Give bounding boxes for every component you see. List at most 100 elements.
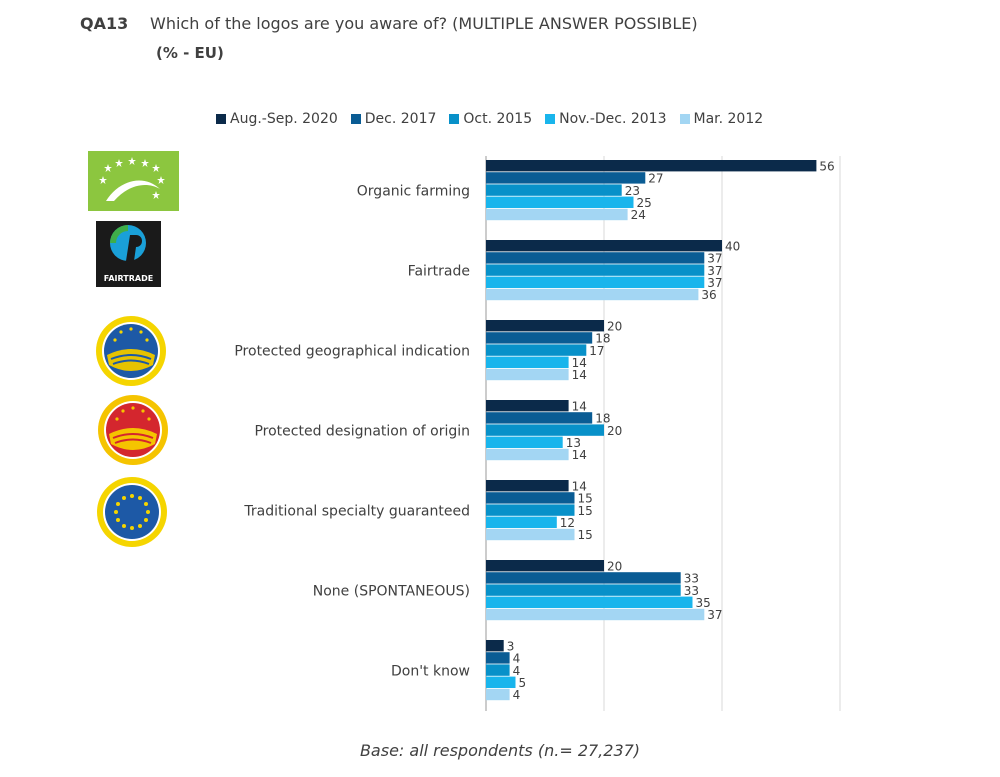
value-label: 5 — [519, 676, 527, 690]
legend-item: Oct. 2015 — [449, 111, 532, 127]
legend-swatch — [449, 114, 460, 124]
value-label: 14 — [572, 356, 587, 370]
value-label: 56 — [819, 159, 834, 173]
value-label: 13 — [566, 436, 581, 450]
bar — [486, 652, 510, 664]
bar — [486, 332, 593, 344]
value-label: 24 — [631, 208, 646, 222]
bar — [486, 424, 604, 436]
category-label: Don't know — [391, 664, 470, 680]
value-label: 14 — [572, 399, 587, 413]
chart-legend: Aug.-Sep. 2020 Dec. 2017 Oct. 2015 Nov.-Dec… — [216, 111, 776, 127]
bar — [486, 572, 681, 584]
bar — [486, 480, 569, 492]
value-label: 12 — [560, 516, 575, 530]
bar — [486, 640, 504, 652]
base-footnote: Base: all respondents (n.= 27,237) — [359, 741, 641, 760]
bar — [486, 240, 722, 252]
bar — [486, 584, 681, 596]
eu-organic-leaf-logo — [88, 151, 179, 215]
bar — [486, 400, 569, 412]
bar — [486, 276, 705, 288]
category-label: None (SPONTANEOUS) — [313, 584, 470, 600]
category-label: Organic farming — [357, 184, 470, 200]
bar — [486, 320, 604, 332]
bar — [486, 448, 569, 461]
bar — [486, 436, 563, 448]
question-text: Which of the logos are you aware of? (MU… — [150, 14, 698, 33]
value-label: 15 — [578, 492, 593, 506]
bar — [486, 412, 593, 424]
category-label: Protected geographical indication — [234, 344, 470, 360]
category-label: Traditional specialty guaranteed — [243, 504, 470, 520]
value-label: 33 — [684, 572, 699, 586]
bar — [486, 504, 575, 516]
value-label: 33 — [684, 584, 699, 598]
value-label: 25 — [637, 196, 652, 210]
value-label: 14 — [572, 479, 587, 493]
value-label: 23 — [625, 184, 640, 198]
value-label: 4 — [513, 652, 521, 666]
legend-label: Nov.-Dec. 2013 — [559, 111, 667, 127]
bar — [486, 172, 646, 184]
legend-item: Dec. 2017 — [350, 111, 437, 127]
value-label: 15 — [578, 504, 593, 518]
bar — [486, 676, 516, 688]
value-label: 37 — [707, 608, 722, 622]
chart-subtitle: (% - EU) — [156, 44, 224, 62]
bar — [486, 344, 587, 356]
value-label: 35 — [696, 596, 711, 610]
value-label: 27 — [648, 172, 663, 186]
bar — [486, 608, 705, 621]
value-label: 40 — [725, 239, 740, 253]
pdo-seal-logo — [97, 394, 169, 470]
value-label: 37 — [707, 264, 722, 278]
legend-item: Aug.-Sep. 2020 — [216, 111, 338, 127]
tsg-seal-logo — [96, 476, 168, 552]
bar — [486, 368, 569, 381]
bar — [486, 208, 628, 221]
bar — [486, 252, 705, 264]
value-label: 37 — [707, 252, 722, 266]
bar — [486, 288, 699, 301]
legend-swatch — [545, 114, 556, 124]
value-label: 4 — [513, 688, 521, 702]
value-label: 18 — [595, 332, 610, 346]
value-label: 17 — [589, 344, 604, 358]
fairtrade-logo: FAIRTRADE — [96, 221, 161, 291]
bar — [486, 560, 604, 572]
bar — [486, 264, 705, 276]
category-label: Protected designation of origin — [254, 424, 470, 440]
legend-label: Oct. 2015 — [463, 111, 533, 127]
value-label: 14 — [572, 368, 587, 382]
value-label: 15 — [578, 528, 593, 542]
bar — [486, 596, 693, 608]
value-label: 4 — [513, 664, 521, 678]
legend-label: Mar. 2012 — [693, 111, 764, 127]
bar — [486, 492, 575, 504]
value-label: 20 — [607, 424, 622, 438]
bar — [486, 356, 569, 368]
fairtrade-logo-text: FAIRTRADE — [104, 274, 153, 283]
legend-label: Aug.-Sep. 2020 — [230, 111, 338, 127]
legend-swatch — [216, 114, 226, 124]
value-label: 37 — [707, 276, 722, 290]
bar — [486, 528, 575, 541]
legend-swatch — [679, 114, 690, 124]
bar — [486, 664, 510, 676]
value-label: 20 — [607, 559, 622, 573]
question-id: QA13 — [80, 14, 129, 33]
value-label: 3 — [507, 639, 515, 653]
bar — [486, 184, 622, 196]
value-label: 14 — [572, 448, 587, 462]
bar — [486, 688, 510, 701]
category-label: Fairtrade — [408, 264, 470, 280]
legend-item: Mar. 2012 — [679, 111, 764, 127]
pgi-seal-logo — [95, 315, 167, 391]
value-label: 18 — [595, 412, 610, 426]
legend-swatch — [350, 114, 361, 124]
legend-label: Dec. 2017 — [364, 111, 437, 127]
bar — [486, 516, 557, 528]
legend-item: Nov.-Dec. 2013 — [545, 111, 667, 127]
